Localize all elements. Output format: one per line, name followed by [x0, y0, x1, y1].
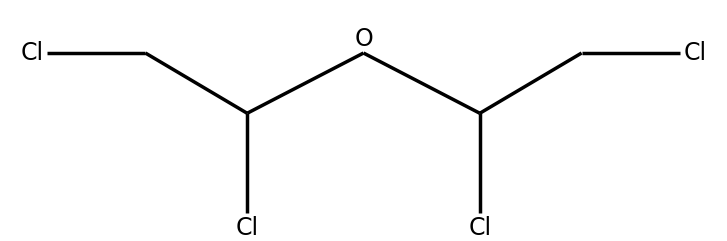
Text: Cl: Cl	[20, 41, 44, 65]
Text: Cl: Cl	[683, 41, 707, 65]
Text: O: O	[354, 27, 373, 51]
Text: Cl: Cl	[468, 216, 491, 240]
Text: Cl: Cl	[236, 216, 259, 240]
